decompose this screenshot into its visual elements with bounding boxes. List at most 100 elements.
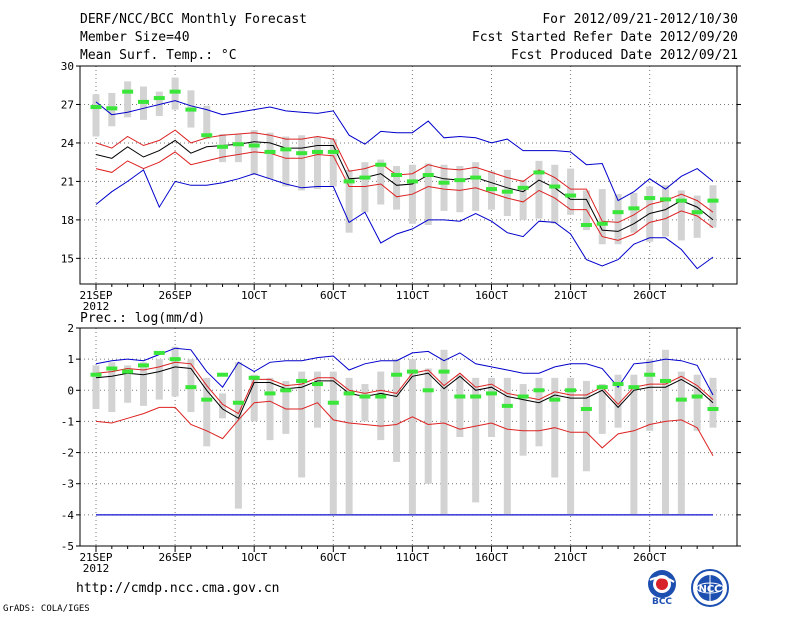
box-bar [298, 371, 306, 478]
y-tick-label: 2 [67, 322, 74, 335]
bcc-logo-text: BCC [652, 597, 672, 606]
variable-label: Mean Surf. Temp.: °C [80, 48, 237, 63]
box-bar [693, 374, 701, 431]
median-mark [580, 406, 592, 411]
box-bar [298, 135, 306, 191]
box-bar [408, 359, 416, 515]
median-mark [549, 184, 561, 189]
y-tick-label: -2 [61, 447, 74, 460]
box-bar [361, 384, 369, 422]
box-bar [92, 94, 100, 137]
box-bar [393, 166, 401, 210]
series-line-ensemble-max [95, 100, 714, 202]
box-bar [646, 186, 654, 242]
x-tick-label: 6OCT [320, 289, 347, 302]
median-mark [644, 196, 656, 201]
box-bar [108, 362, 116, 413]
median-mark [375, 162, 387, 167]
median-mark [311, 382, 323, 387]
box-bar [345, 169, 353, 233]
series-line-mean-1-std [95, 129, 714, 223]
median-mark [660, 378, 672, 383]
x-tick-label: 11OCT [396, 551, 429, 564]
median-mark [501, 403, 513, 408]
box-bar [155, 91, 163, 117]
box-bar [424, 163, 432, 226]
member-size-label: Member Size=40 [80, 30, 190, 45]
median-mark [438, 180, 450, 185]
bcc-logo: BCC [640, 568, 684, 610]
box-bar [329, 139, 337, 187]
x-tick-label: 26OCT [633, 289, 666, 302]
median-mark [311, 149, 323, 154]
x-tick-label: 1OCT [241, 551, 268, 564]
box-bar [250, 130, 258, 175]
median-mark [501, 189, 513, 194]
box-bar [598, 189, 606, 245]
box-bar [393, 359, 401, 462]
median-mark [454, 178, 466, 183]
x-tick-label: 6OCT [320, 551, 347, 564]
box-bar [472, 377, 480, 503]
series-line-mean-1-std [95, 400, 714, 456]
box-bar [139, 362, 147, 406]
median-mark [185, 385, 197, 390]
median-mark [280, 147, 292, 152]
median-mark [517, 185, 529, 190]
median-mark [106, 366, 118, 371]
box-bar [155, 359, 163, 400]
median-mark [517, 394, 529, 399]
source-url[interactable]: http://cmdp.ncc.cma.gov.cn [76, 581, 280, 596]
median-mark [707, 406, 719, 411]
box-bar [567, 377, 575, 515]
median-mark [153, 350, 165, 355]
median-mark [343, 391, 355, 396]
median-mark [612, 382, 624, 387]
y-tick-label: 24 [61, 137, 75, 150]
median-mark [565, 193, 577, 198]
median-mark [580, 223, 592, 228]
median-mark [90, 105, 102, 110]
median-mark [675, 397, 687, 402]
x-tick-label: 1OCT [241, 289, 268, 302]
median-mark [533, 388, 545, 393]
box-bar [124, 365, 132, 403]
box-bar [662, 185, 670, 237]
box-bar [424, 368, 432, 484]
box-bar [456, 374, 464, 437]
median-mark [137, 363, 149, 368]
y-tick-label: -3 [61, 478, 74, 491]
median-mark [470, 394, 482, 399]
median-mark [185, 107, 197, 112]
median-mark [406, 369, 418, 374]
median-mark [217, 372, 229, 377]
box-bar [440, 349, 448, 515]
box-bar [519, 384, 527, 456]
box-bar [171, 346, 179, 397]
box-bar [582, 380, 590, 472]
box-bar [488, 377, 495, 437]
box-bar [377, 371, 385, 441]
median-mark [169, 357, 181, 362]
x-tick-label: 21SEP [79, 289, 112, 302]
median-mark [596, 385, 608, 390]
median-mark [707, 198, 719, 203]
start-date-label: Fcst Started Refer Date 2012/09/20 [471, 30, 738, 45]
median-mark [691, 394, 703, 399]
median-mark [232, 142, 244, 147]
box-bar [377, 159, 385, 205]
median-mark [201, 133, 213, 138]
box-bar [662, 349, 670, 515]
x-year-label: 2012 [83, 562, 110, 575]
median-mark [169, 89, 181, 94]
box-bar [630, 192, 638, 233]
y-tick-label: 21 [61, 175, 74, 188]
median-mark [217, 144, 229, 149]
box-bar [614, 374, 622, 428]
median-mark [612, 210, 624, 215]
precipitation-panel: -5 -4 -3 -2 -1 0 1 2 21SEP 26SEP 1OCT 6OCT 11OCT 16OC… [61, 311, 741, 575]
median-mark [248, 143, 260, 148]
median-mark [280, 388, 292, 393]
box-bar [313, 371, 321, 428]
